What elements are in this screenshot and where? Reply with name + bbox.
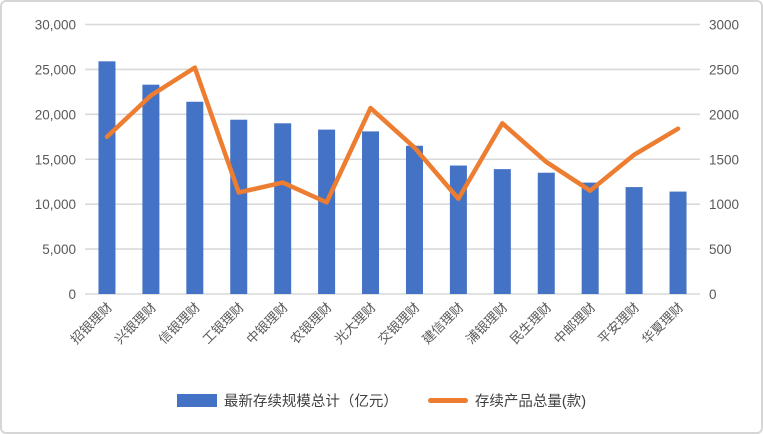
legend-item-bar-series: 最新存续规模总计（亿元） (176, 390, 398, 411)
left-axis-tick-label: 25,000 (35, 62, 76, 77)
trend-line (104, 65, 681, 205)
left-axis-tick-label: 20,000 (35, 107, 76, 122)
left-axis-tick-label: 10,000 (35, 197, 76, 212)
bar (405, 145, 423, 294)
right-axis-tick-label: 2500 (709, 62, 739, 77)
bar (449, 165, 467, 294)
category-label: 工银理财 (199, 300, 246, 347)
bar-series-label: 最新存续规模总计（亿元） (223, 394, 398, 410)
bar (362, 131, 380, 294)
left-axis-tick-label: 30,000 (35, 18, 76, 33)
left-axis-tick-label: 0 (68, 287, 76, 302)
left-axis-tick-label: 5,000 (42, 242, 76, 257)
category-label: 兴银理财 (112, 300, 159, 347)
combo-chart: 0 0 5,000 500 10,000 1000 15,000 1500 20,000 2000… (35, 18, 739, 347)
category-label: 华夏理财 (639, 300, 686, 347)
right-axis-tick-label: 1500 (709, 152, 739, 167)
category-label: 浦银理财 (463, 300, 510, 347)
category-label: 光大理财 (331, 300, 378, 347)
legend-item-line-series: 存续产品总量(款) (427, 390, 587, 411)
bar (318, 129, 336, 294)
right-axis-tick-label: 0 (709, 287, 717, 302)
bar (186, 101, 204, 294)
bar (98, 61, 116, 294)
bar (142, 84, 160, 295)
right-axis-tick-label: 3000 (709, 18, 739, 33)
category-label: 农银理财 (287, 300, 334, 347)
category-label: 中邮理财 (551, 300, 598, 347)
right-axis-tick-label: 1000 (709, 197, 739, 212)
right-axis-tick-label: 2000 (709, 107, 739, 122)
category-label: 交银理财 (375, 300, 422, 347)
bar (581, 182, 599, 294)
bar (625, 187, 643, 294)
line-series-label: 存续产品总量(款) (474, 394, 587, 410)
bar-series-swatch (176, 394, 217, 407)
category-label: 中银理财 (243, 300, 290, 347)
bar (669, 191, 687, 294)
chart-legend: 最新存续规模总计（亿元） 存续产品总量(款) (2, 390, 761, 411)
bar (493, 169, 511, 294)
bar (274, 123, 292, 294)
category-label: 招银理财 (68, 300, 115, 347)
bar (537, 172, 555, 294)
line-series-swatch (427, 398, 468, 403)
category-label: 信银理财 (156, 300, 203, 347)
category-label: 平安理财 (595, 300, 642, 347)
category-label: 建信理财 (419, 300, 466, 347)
category-label: 民生理财 (507, 300, 554, 347)
bar (230, 119, 248, 295)
left-axis-tick-label: 15,000 (35, 152, 76, 167)
right-axis-tick-label: 500 (709, 242, 732, 257)
